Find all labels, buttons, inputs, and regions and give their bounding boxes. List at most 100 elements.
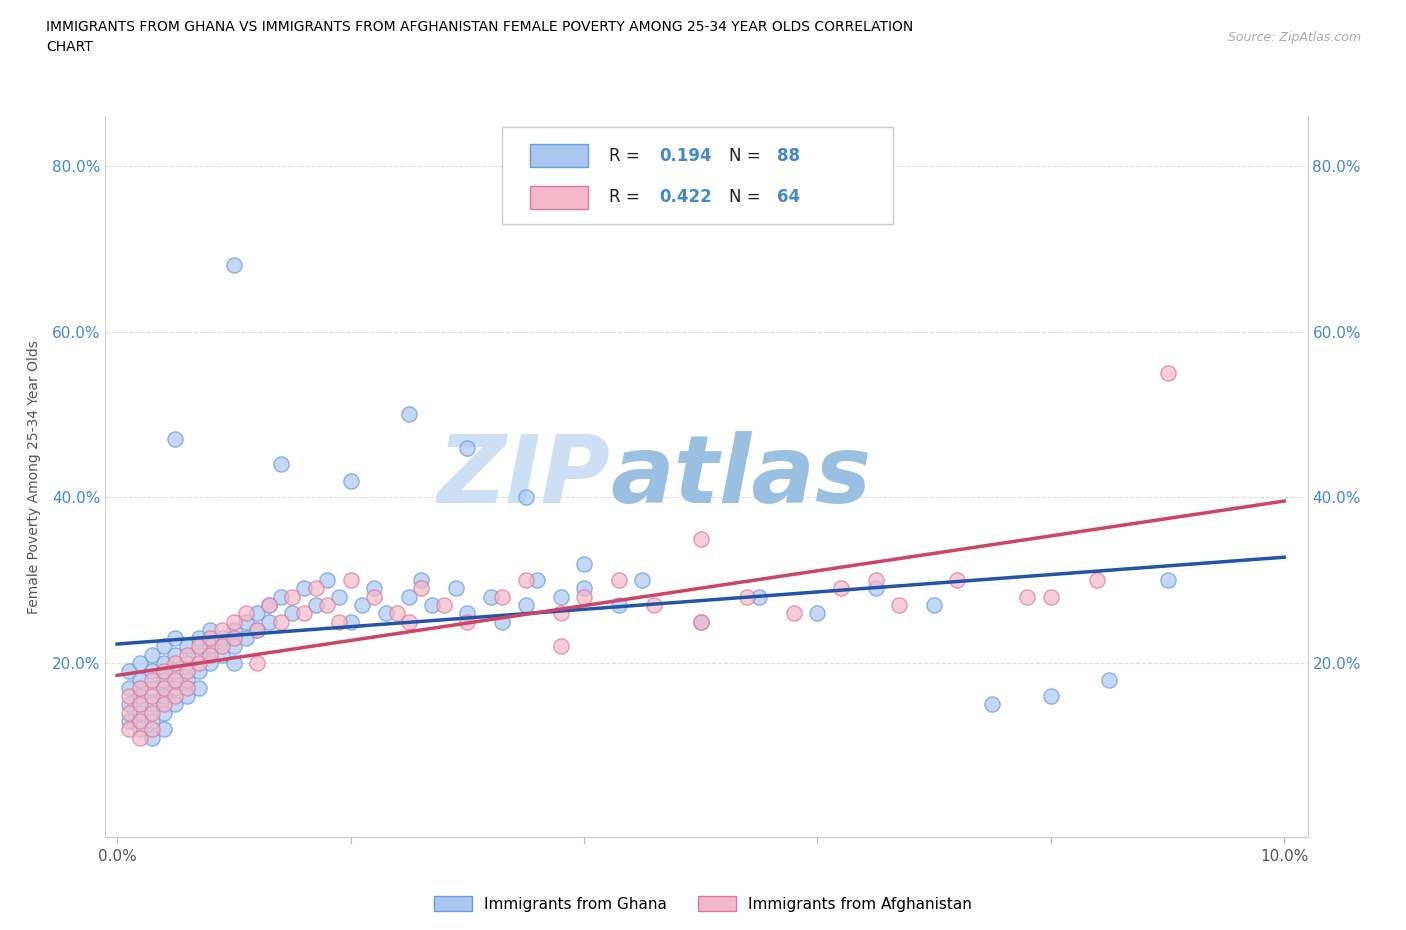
Point (153, 697, 176, 711)
Point (153, 664, 176, 679)
Text: R =: R = (609, 189, 645, 206)
Point (176, 672, 198, 687)
Text: N =: N = (730, 189, 766, 206)
Point (187, 664, 209, 679)
Text: atlas: atlas (610, 431, 872, 523)
Point (165, 672, 187, 687)
Point (339, 573, 361, 588)
Point (328, 590, 350, 604)
Point (235, 631, 257, 645)
Point (129, 672, 152, 687)
Point (176, 664, 198, 679)
Point (222, 639, 245, 654)
Point (246, 656, 269, 671)
Point (456, 614, 478, 629)
Point (433, 598, 456, 613)
Text: 64: 64 (778, 189, 800, 206)
Point (1087, 573, 1109, 588)
Point (176, 689, 198, 704)
Point (118, 713, 141, 728)
Point (1156, 573, 1178, 588)
Point (222, 614, 245, 629)
Point (572, 581, 595, 596)
Point (165, 432, 187, 446)
Point (187, 639, 209, 654)
Point (1039, 590, 1062, 604)
Point (865, 573, 887, 588)
Point (363, 581, 385, 596)
Point (165, 664, 187, 679)
Text: R =: R = (609, 147, 645, 165)
Point (292, 605, 315, 620)
Point (129, 656, 152, 671)
Point (572, 590, 595, 604)
Point (141, 730, 163, 745)
Point (200, 639, 222, 654)
Point (129, 705, 152, 720)
Point (129, 730, 152, 745)
Point (456, 440, 478, 455)
Point (257, 598, 280, 613)
Point (211, 647, 233, 662)
Point (479, 590, 502, 604)
Point (689, 614, 711, 629)
Legend: Immigrants from Ghana, Immigrants from Afghanistan: Immigrants from Ghana, Immigrants from A… (427, 889, 979, 918)
Point (420, 598, 443, 613)
Point (631, 573, 654, 588)
Point (118, 722, 141, 737)
Point (141, 672, 163, 687)
Point (270, 614, 292, 629)
Point (222, 258, 245, 272)
Bar (530, 186, 588, 209)
Point (176, 656, 198, 671)
Point (129, 697, 152, 711)
Point (387, 605, 409, 620)
Point (830, 581, 852, 596)
Point (363, 590, 385, 604)
Point (200, 656, 222, 671)
Point (129, 722, 152, 737)
Point (409, 573, 432, 588)
Point (339, 614, 361, 629)
Point (165, 656, 187, 671)
Point (153, 689, 176, 704)
Point (572, 556, 595, 571)
Point (165, 681, 187, 696)
Point (444, 581, 467, 596)
Point (235, 605, 257, 620)
Point (153, 639, 176, 654)
Point (153, 656, 176, 671)
Point (153, 681, 176, 696)
Point (187, 647, 209, 662)
Point (176, 647, 198, 662)
Point (292, 581, 315, 596)
Point (176, 681, 198, 696)
Point (141, 722, 163, 737)
Point (865, 581, 887, 596)
Point (222, 622, 245, 637)
Point (643, 598, 665, 613)
FancyBboxPatch shape (502, 127, 893, 224)
Point (141, 705, 163, 720)
Point (607, 573, 630, 588)
Point (118, 664, 141, 679)
Point (129, 681, 152, 696)
Point (1039, 689, 1062, 704)
Point (153, 672, 176, 687)
Point (887, 598, 910, 613)
Point (374, 605, 396, 620)
Text: CHART: CHART (46, 40, 93, 54)
Text: 0.194: 0.194 (659, 147, 713, 165)
Point (141, 713, 163, 728)
Point (165, 697, 187, 711)
Point (316, 598, 339, 613)
Point (491, 590, 513, 604)
Point (398, 614, 420, 629)
Point (257, 614, 280, 629)
Point (1017, 590, 1039, 604)
Point (550, 590, 572, 604)
Point (141, 689, 163, 704)
Text: 88: 88 (778, 147, 800, 165)
Point (737, 590, 759, 604)
Point (222, 656, 245, 671)
